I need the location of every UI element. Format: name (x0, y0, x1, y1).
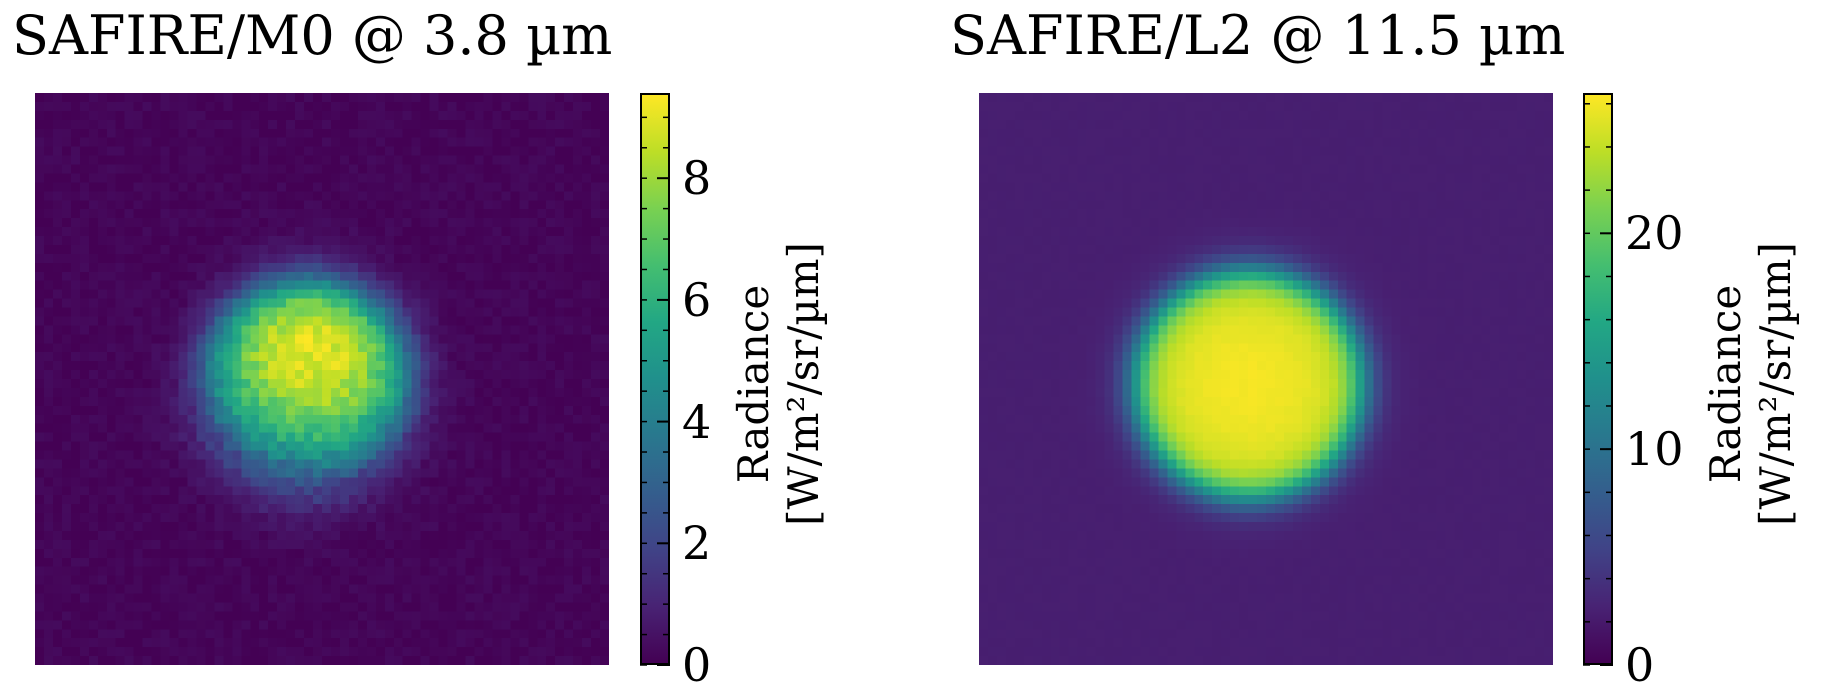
colorbar-tick-label: 6 (682, 272, 712, 327)
heatmap-m0 (35, 93, 609, 665)
colorbar-tick-label: 8 (682, 151, 712, 206)
chart-title-m0: SAFIRE/M0 @ 3.8 µm (12, 4, 613, 67)
colorbar-tick-label: 20 (1625, 206, 1684, 261)
colorbar-label-line1-l2: Radiance (1701, 284, 1750, 484)
colorbar-label-line2-l2: [W/m²/sr/µm] (1751, 242, 1801, 526)
chart-title-l2: SAFIRE/L2 @ 11.5 µm (950, 4, 1566, 67)
colorbar-tick-label: 0 (682, 638, 712, 692)
colorbar-label-l2: Radiance [W/m²/sr/µm] (1701, 216, 1802, 552)
colorbar-l2 (1583, 93, 1613, 665)
colorbar-tick-label: 0 (1625, 638, 1655, 692)
heatmap-l2 (979, 93, 1553, 665)
colorbar-tick-label: 10 (1625, 422, 1684, 477)
colorbar-m0 (640, 93, 670, 665)
colorbar-tick-label: 2 (682, 516, 712, 571)
colorbar-tick-label: 4 (682, 394, 712, 449)
